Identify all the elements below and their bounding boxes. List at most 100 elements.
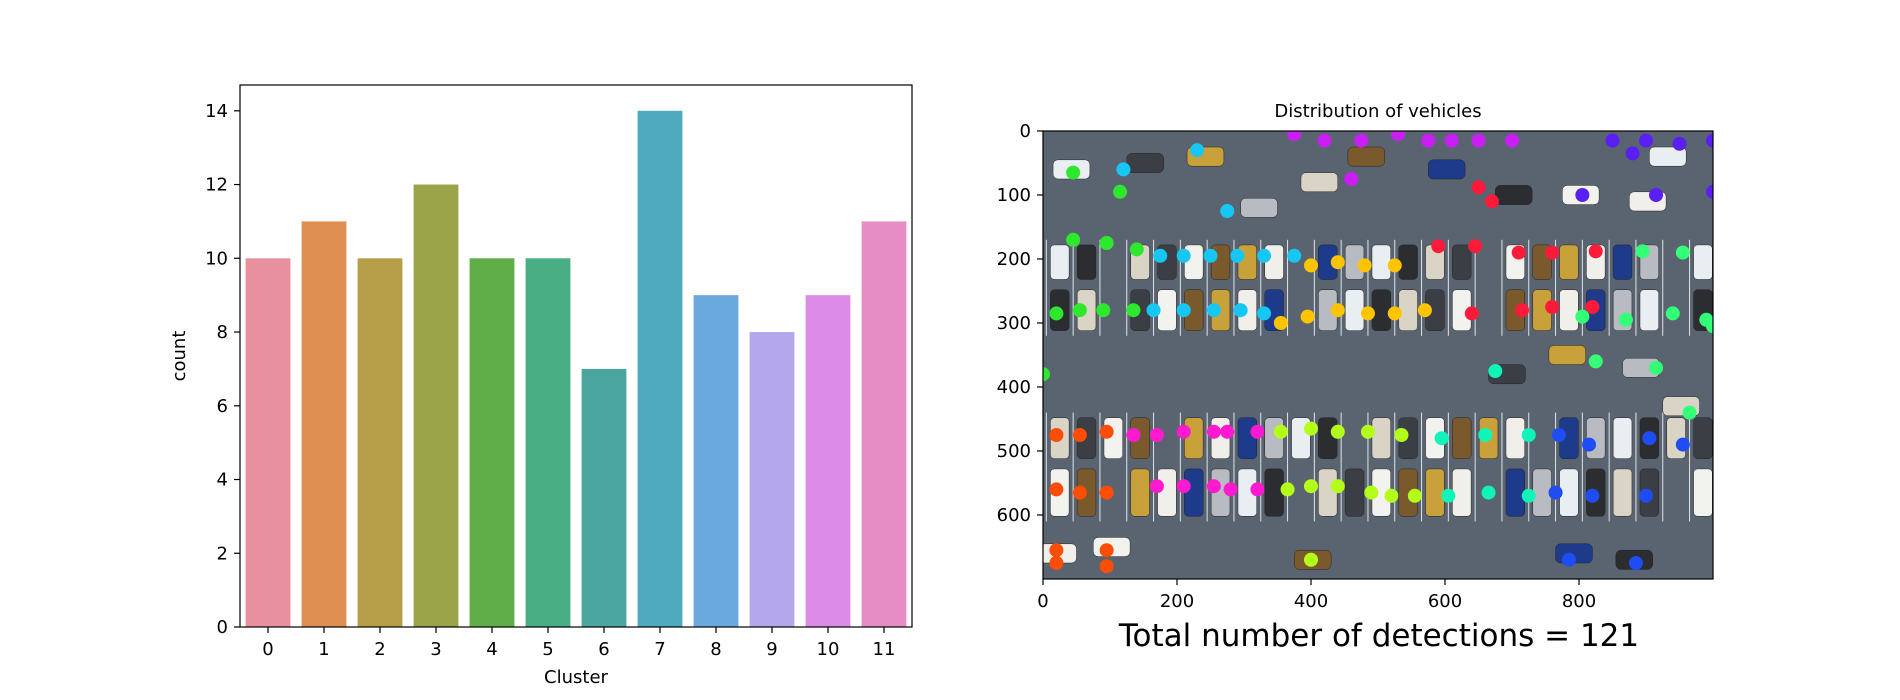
detection-point-cluster-7 <box>1190 143 1205 158</box>
detection-point-cluster-11 <box>1223 482 1238 497</box>
detection-point-cluster-10 <box>1505 133 1519 148</box>
detection-point-cluster-5 <box>1635 244 1650 259</box>
parking-lot-photo <box>1043 131 1713 579</box>
detection-point-cluster-9 <box>1649 188 1664 202</box>
bar-cluster-9 <box>749 332 795 627</box>
bar-cluster-1 <box>301 221 347 628</box>
bar-x-axis-ticks: 0 1 2 3 4 5 6 7 8 9 10 11 <box>262 627 895 660</box>
detection-point-cluster-4 <box>1072 303 1087 318</box>
detection-point-cluster-2 <box>1417 303 1432 318</box>
detection-point-cluster-1 <box>1484 194 1499 209</box>
detection-point-cluster-1 <box>1515 303 1530 318</box>
detection-point-cluster-3 <box>1407 488 1422 503</box>
detection-point-cluster-3 <box>1330 479 1345 494</box>
detection-point-cluster-10 <box>1444 133 1459 148</box>
total-detections-label: Total number of detections = 121 <box>1118 618 1639 654</box>
scatter-y-tick-label: 200 <box>997 249 1031 270</box>
detection-point-cluster-2 <box>1273 316 1288 330</box>
detection-point-cluster-3 <box>1304 552 1318 567</box>
scatter-chart-title: Distribution of vehicles <box>1274 101 1481 122</box>
detection-point-cluster-9 <box>1706 133 1713 148</box>
detection-point-cluster-10 <box>1287 131 1302 142</box>
detection-point-cluster-8 <box>1582 437 1597 452</box>
detection-point-cluster-8 <box>1639 488 1653 503</box>
detection-point-cluster-11 <box>1176 424 1191 439</box>
detection-point-cluster-7 <box>1230 248 1245 263</box>
detection-point-cluster-10 <box>1317 133 1332 148</box>
scatter-x-tick-label: 400 <box>1294 591 1328 612</box>
detection-point-cluster-8 <box>1551 428 1566 442</box>
detection-point-cluster-9 <box>1639 133 1653 148</box>
bar-x-tick-label: 2 <box>374 639 385 660</box>
bar-cluster-0 <box>245 258 291 627</box>
detection-point-cluster-7 <box>1176 248 1191 263</box>
bar-x-tick-label: 11 <box>873 639 896 660</box>
bar-cluster-6 <box>581 368 627 627</box>
detection-point-cluster-1 <box>1431 239 1446 254</box>
detection-point-cluster-0 <box>1072 428 1087 442</box>
scatter-y-tick-label: 100 <box>997 185 1031 206</box>
bar-y-tick-label: 2 <box>217 543 228 564</box>
detection-point-cluster-9 <box>1625 146 1640 161</box>
detection-point-cluster-2 <box>1330 255 1345 270</box>
detection-point-cluster-1 <box>1545 245 1560 260</box>
detection-point-cluster-0 <box>1099 424 1114 439</box>
scatter-y-tick-label: 0 <box>1020 121 1031 142</box>
detection-point-cluster-1 <box>1464 306 1479 321</box>
bar-x-tick-label: 0 <box>262 639 273 660</box>
detection-point-cluster-11 <box>1206 479 1221 494</box>
detection-point-cluster-4 <box>1126 303 1141 318</box>
detection-point-cluster-11 <box>1220 424 1235 439</box>
scatter-x-tick-label: 600 <box>1428 591 1462 612</box>
detection-point-cluster-7 <box>1206 303 1221 318</box>
detection-point-cluster-8 <box>1548 485 1563 500</box>
scatter-x-tick-label: 0 <box>1037 591 1048 612</box>
bar-chart-frame <box>239 84 913 628</box>
detection-point-cluster-2 <box>1304 258 1318 273</box>
detection-point-cluster-11 <box>1250 424 1265 439</box>
bar-cluster-3 <box>413 184 459 627</box>
bar-x-tick-label: 4 <box>486 639 497 660</box>
bar-x-axis-label: Cluster <box>544 667 608 688</box>
detection-point-cluster-4 <box>1049 306 1064 321</box>
detection-point-cluster-1 <box>1588 244 1603 259</box>
bar-series <box>245 110 907 628</box>
detection-point-cluster-11 <box>1126 428 1141 442</box>
detection-point-cluster-10 <box>1391 131 1406 142</box>
detection-point-cluster-9 <box>1706 184 1713 199</box>
detection-point-cluster-2 <box>1300 309 1315 324</box>
detection-point-cluster-11 <box>1149 428 1164 442</box>
detection-point-cluster-3 <box>1273 424 1288 439</box>
scatter-chart-frame <box>1042 130 1714 580</box>
detection-point-cluster-8 <box>1585 488 1600 503</box>
detection-point-cluster-0 <box>1049 556 1064 570</box>
detection-point-cluster-6 <box>1434 431 1449 446</box>
detection-point-cluster-7 <box>1146 303 1161 318</box>
bar-cluster-7 <box>637 110 683 628</box>
bar-y-tick-label: 6 <box>217 396 228 417</box>
bar-y-tick-label: 10 <box>205 248 228 269</box>
bar-cluster-8 <box>693 295 739 627</box>
scatter-x-tick-label: 200 <box>1160 591 1194 612</box>
detection-point-cluster-1 <box>1511 245 1526 260</box>
scatter-chart: Distribution of vehicles 0 200 400 600 800 0… <box>997 101 1714 654</box>
detection-point-cluster-3 <box>1394 428 1409 442</box>
bar-y-tick-label: 4 <box>217 470 228 491</box>
detection-point-cluster-4 <box>1043 367 1050 382</box>
bar-y-tick-label: 14 <box>205 101 228 122</box>
detection-point-cluster-11 <box>1250 482 1265 497</box>
detection-point-cluster-11 <box>1176 479 1191 494</box>
bar-y-axis-ticks: 0 2 4 6 8 10 12 14 <box>205 101 240 638</box>
detection-point-cluster-0 <box>1072 485 1087 500</box>
bar-cluster-2 <box>357 258 403 627</box>
detection-point-cluster-7 <box>1176 303 1191 318</box>
bar-cluster-10 <box>805 295 851 627</box>
bar-x-tick-label: 10 <box>817 639 840 660</box>
detection-point-cluster-2 <box>1387 258 1402 273</box>
scatter-x-tick-label: 800 <box>1562 591 1596 612</box>
detection-point-cluster-10 <box>1471 133 1486 148</box>
detection-point-cluster-4 <box>1113 184 1128 199</box>
detection-point-cluster-5 <box>1682 405 1697 420</box>
